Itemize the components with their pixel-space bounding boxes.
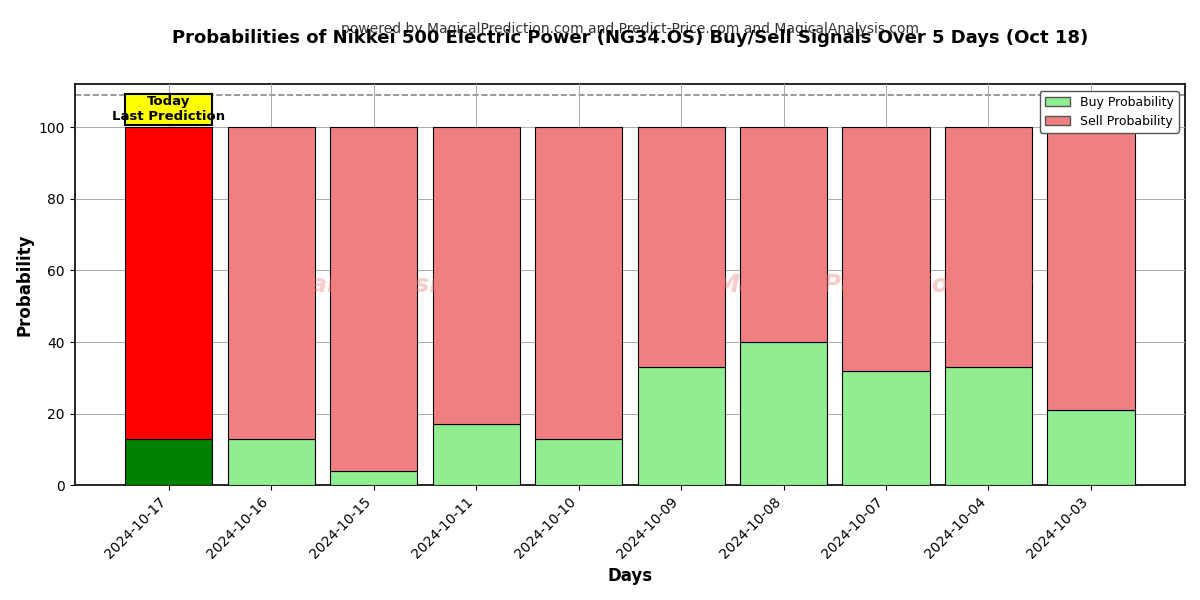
Bar	[740, 342, 827, 485]
Bar	[944, 127, 1032, 367]
Bar	[432, 424, 520, 485]
Bar	[432, 127, 520, 424]
Bar	[125, 439, 212, 485]
Bar	[740, 127, 827, 342]
Bar	[1048, 410, 1134, 485]
Text: Today
Last Prediction: Today Last Prediction	[112, 95, 226, 124]
X-axis label: Days: Days	[607, 567, 653, 585]
Bar	[944, 367, 1032, 485]
Bar	[842, 371, 930, 485]
Bar	[228, 127, 314, 439]
Text: MagicalAnalysis.com: MagicalAnalysis.com	[228, 273, 521, 297]
Bar	[1048, 127, 1134, 410]
Bar	[228, 439, 314, 485]
Bar	[125, 127, 212, 439]
Bar	[637, 127, 725, 367]
Bar	[535, 127, 622, 439]
Legend: Buy Probability, Sell Probability: Buy Probability, Sell Probability	[1040, 91, 1178, 133]
Bar	[330, 127, 418, 471]
Bar	[842, 127, 930, 371]
FancyBboxPatch shape	[125, 94, 212, 125]
Text: powered by MagicalPrediction.com and Predict-Price.com and MagicalAnalysis.com: powered by MagicalPrediction.com and Pre…	[341, 22, 919, 37]
Bar	[637, 367, 725, 485]
Bar	[535, 439, 622, 485]
Bar	[330, 471, 418, 485]
Y-axis label: Probability: Probability	[16, 233, 34, 336]
Text: MagicalPrediction.com: MagicalPrediction.com	[714, 273, 1034, 297]
Title: Probabilities of Nikkei 500 Electric Power (NG34.OS) Buy/Sell Signals Over 5 Day: Probabilities of Nikkei 500 Electric Pow…	[172, 29, 1088, 47]
